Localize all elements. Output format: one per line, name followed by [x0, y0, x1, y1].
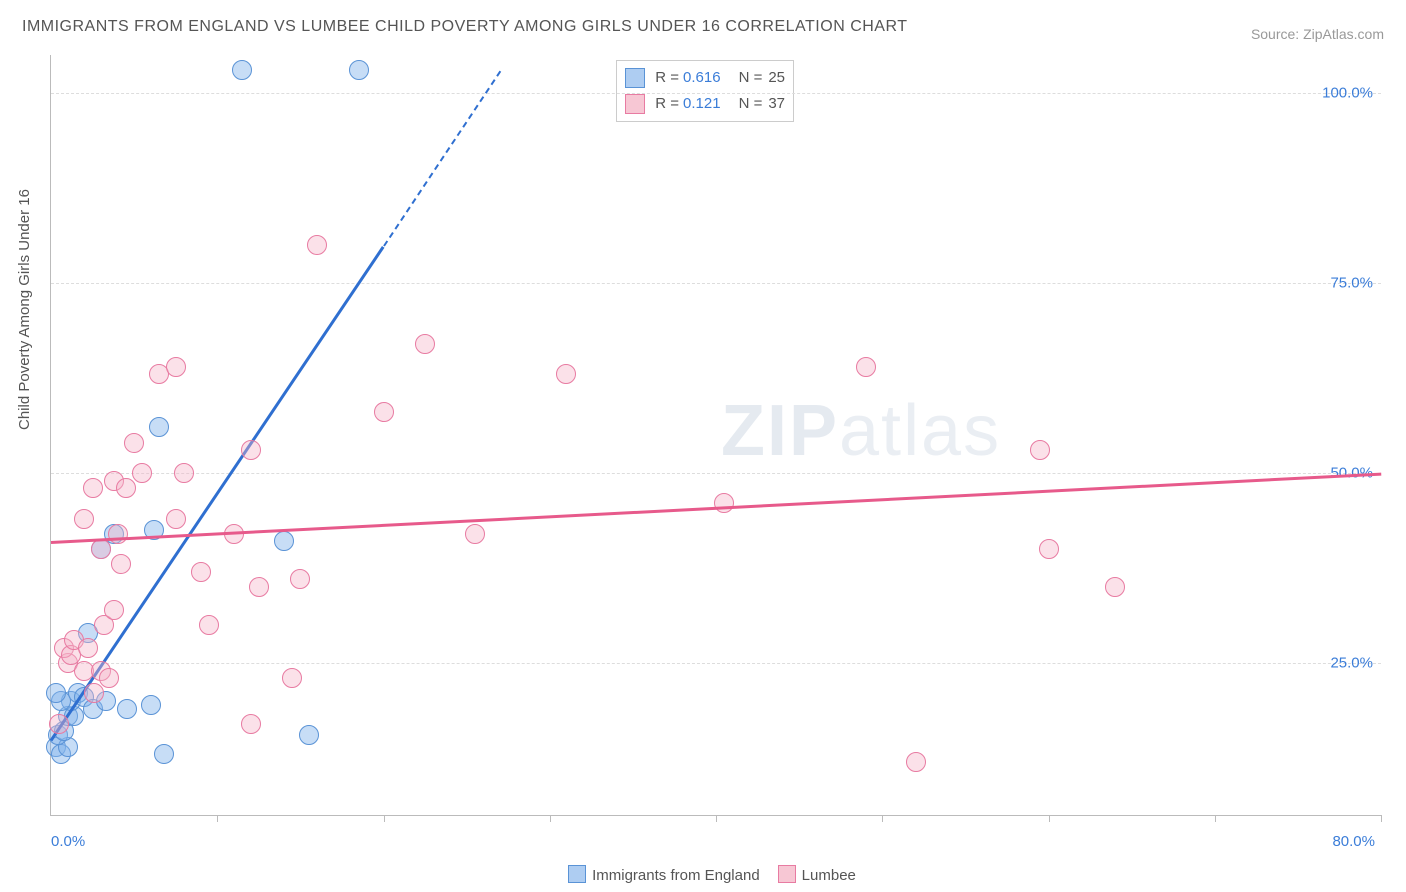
- x-tick: [1215, 815, 1216, 822]
- data-point: [906, 752, 926, 772]
- legend-swatch: [568, 865, 586, 883]
- legend-swatch: [625, 94, 645, 114]
- data-point: [74, 509, 94, 529]
- data-point: [282, 668, 302, 688]
- trend-line: [51, 473, 1381, 544]
- data-point: [241, 714, 261, 734]
- data-point: [299, 725, 319, 745]
- legend-r-label: R =: [655, 91, 679, 117]
- data-point: [49, 714, 69, 734]
- legend-label: Immigrants from England: [592, 867, 760, 884]
- legend-r-label: R =: [655, 65, 679, 91]
- legend-swatch: [778, 865, 796, 883]
- data-point: [104, 600, 124, 620]
- x-tick: [1049, 815, 1050, 822]
- data-point: [1030, 440, 1050, 460]
- legend-n-label: N =: [739, 91, 763, 117]
- data-point: [84, 683, 104, 703]
- data-point: [111, 554, 131, 574]
- x-tick: [1381, 815, 1382, 822]
- data-point: [166, 509, 186, 529]
- data-point: [191, 562, 211, 582]
- correlation-legend: R =0.616 N =25 R =0.121 N =37: [616, 60, 794, 122]
- legend-r-value: 0.616: [683, 65, 721, 91]
- y-tick-label: 75.0%: [1330, 275, 1373, 292]
- x-corner-label-left: 0.0%: [51, 833, 85, 850]
- data-point: [99, 668, 119, 688]
- x-tick: [384, 815, 385, 822]
- data-point: [374, 402, 394, 422]
- data-point: [116, 478, 136, 498]
- x-corner-label-right: 80.0%: [1332, 833, 1375, 850]
- data-point: [166, 357, 186, 377]
- x-tick: [217, 815, 218, 822]
- y-tick-label: 25.0%: [1330, 655, 1373, 672]
- gridline: [51, 93, 1381, 94]
- data-point: [124, 433, 144, 453]
- legend-r-value: 0.121: [683, 91, 721, 117]
- data-point: [141, 695, 161, 715]
- data-point: [1105, 577, 1125, 597]
- trend-line: [383, 71, 501, 247]
- data-point: [241, 440, 261, 460]
- watermark-thin: atlas: [839, 391, 1001, 471]
- data-point: [174, 463, 194, 483]
- legend-row: R =0.121 N =37: [625, 91, 785, 117]
- data-point: [232, 60, 252, 80]
- data-point: [78, 638, 98, 658]
- gridline: [51, 473, 1381, 474]
- data-point: [154, 744, 174, 764]
- data-point: [415, 334, 435, 354]
- data-point: [714, 493, 734, 513]
- data-point: [465, 524, 485, 544]
- data-point: [149, 417, 169, 437]
- x-tick: [550, 815, 551, 822]
- x-tick: [716, 815, 717, 822]
- data-point: [307, 235, 327, 255]
- plot-area: ZIPatlas R =0.616 N =25 R =0.121 N =37 25.0…: [50, 55, 1381, 816]
- data-point: [249, 577, 269, 597]
- x-axis-legend: Immigrants from England Lumbee: [0, 865, 1406, 884]
- chart-title: IMMIGRANTS FROM ENGLAND VS LUMBEE CHILD …: [22, 18, 908, 36]
- legend-n-value: 37: [768, 91, 785, 117]
- y-tick-label: 100.0%: [1322, 85, 1373, 102]
- legend-n-value: 25: [768, 65, 785, 91]
- data-point: [1039, 539, 1059, 559]
- watermark-bold: ZIP: [721, 391, 839, 471]
- data-point: [290, 569, 310, 589]
- data-point: [349, 60, 369, 80]
- y-axis-label: Child Poverty Among Girls Under 16: [16, 189, 33, 430]
- legend-n-label: N =: [739, 65, 763, 91]
- data-point: [199, 615, 219, 635]
- x-tick: [882, 815, 883, 822]
- data-point: [117, 699, 137, 719]
- data-point: [132, 463, 152, 483]
- legend-swatch: [625, 68, 645, 88]
- legend-row: R =0.616 N =25: [625, 65, 785, 91]
- gridline: [51, 283, 1381, 284]
- data-point: [274, 531, 294, 551]
- data-point: [856, 357, 876, 377]
- data-point: [556, 364, 576, 384]
- legend-label: Lumbee: [802, 867, 856, 884]
- data-point: [83, 478, 103, 498]
- data-point: [91, 539, 111, 559]
- source-label: Source: ZipAtlas.com: [1251, 26, 1384, 42]
- data-point: [46, 683, 66, 703]
- gridline: [51, 663, 1381, 664]
- watermark: ZIPatlas: [721, 390, 1001, 472]
